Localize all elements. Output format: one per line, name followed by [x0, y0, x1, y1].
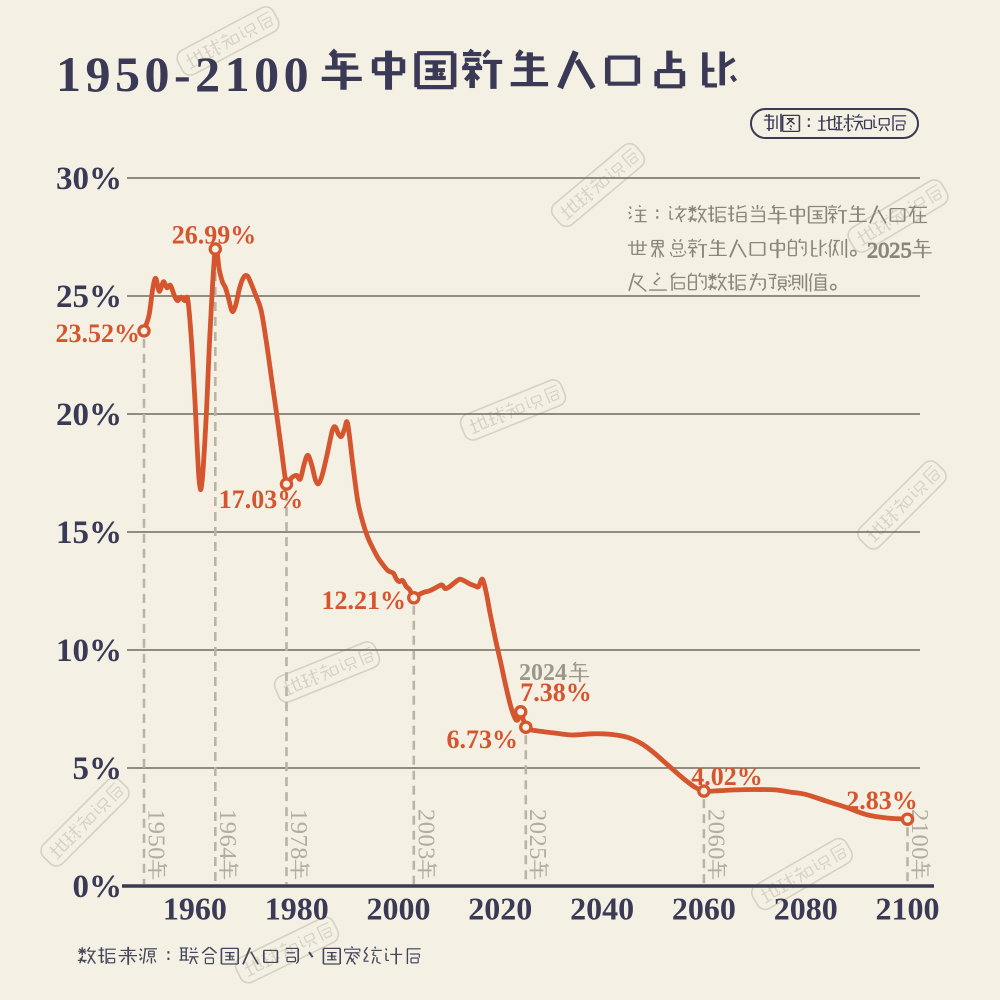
svg-text:4.02%: 4.02%	[691, 762, 763, 791]
svg-text:2020: 2020	[468, 891, 532, 927]
svg-text:1978: 1978	[285, 809, 312, 860]
svg-text:26.99%: 26.99%	[172, 221, 257, 250]
svg-text:23.52%: 23.52%	[56, 319, 141, 348]
svg-text:2025: 2025	[867, 238, 912, 263]
svg-text:20%: 20%	[56, 397, 122, 433]
svg-text:30%: 30%	[56, 161, 122, 197]
svg-text:2024: 2024	[519, 660, 567, 686]
svg-text:2000: 2000	[367, 891, 431, 927]
svg-text:17.03%: 17.03%	[219, 485, 304, 514]
svg-text:1950: 1950	[143, 809, 170, 860]
svg-text:0%: 0%	[73, 869, 123, 905]
svg-text:5%: 5%	[73, 751, 123, 787]
svg-text:2080: 2080	[774, 891, 838, 927]
svg-text:25%: 25%	[56, 279, 122, 315]
svg-text:2100: 2100	[876, 891, 940, 927]
svg-text:2025: 2025	[524, 809, 551, 860]
svg-text:2003: 2003	[412, 809, 439, 860]
svg-text:6.73%: 6.73%	[447, 725, 519, 754]
svg-text:1960: 1960	[163, 891, 227, 927]
svg-text:2060: 2060	[672, 891, 736, 927]
svg-text:12.21%: 12.21%	[322, 586, 407, 615]
svg-text:2.83%: 2.83%	[846, 786, 918, 815]
svg-text:10%: 10%	[56, 633, 122, 669]
svg-text:1950-2100: 1950-2100	[56, 46, 313, 102]
svg-text:1980: 1980	[265, 891, 329, 927]
svg-text:1964: 1964	[214, 809, 241, 860]
svg-text:2040: 2040	[570, 891, 634, 927]
svg-text:7.38%: 7.38%	[520, 678, 592, 707]
svg-text:2060: 2060	[702, 809, 729, 860]
svg-text:15%: 15%	[56, 515, 122, 551]
